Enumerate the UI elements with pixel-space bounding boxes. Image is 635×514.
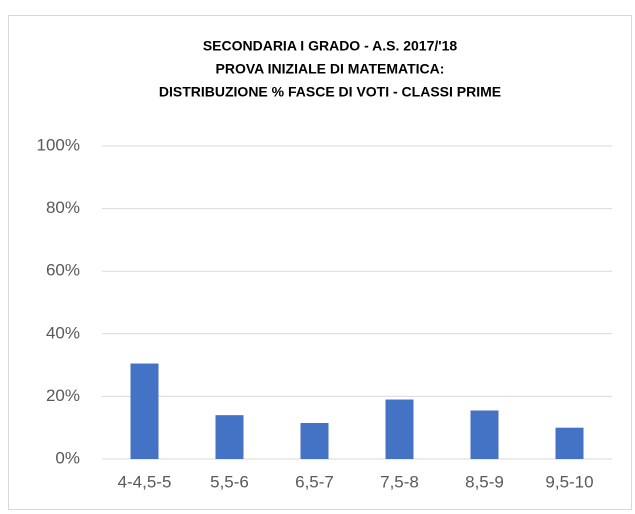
x-tick-label: 7,5-8 bbox=[380, 472, 419, 491]
bar bbox=[130, 363, 159, 459]
bar bbox=[470, 410, 499, 459]
y-tick-label: 0% bbox=[55, 448, 80, 467]
x-tick-label: 8,5-9 bbox=[465, 472, 504, 491]
chart-title: DISTRIBUZIONE % FASCE DI VOTI - CLASSI P… bbox=[159, 84, 501, 100]
x-tick-label: 5,5-6 bbox=[210, 472, 249, 491]
y-tick-label: 80% bbox=[46, 198, 80, 217]
chart-title: PROVA INIZIALE DI MATEMATICA: bbox=[216, 61, 445, 77]
y-tick-label: 20% bbox=[46, 386, 80, 405]
y-tick-label: 100% bbox=[37, 135, 80, 154]
y-tick-label: 40% bbox=[46, 323, 80, 342]
chart-title: SECONDARIA I GRADO - A.S. 2017/'18 bbox=[203, 38, 458, 54]
bar bbox=[385, 399, 414, 459]
x-tick-label: 9,5-10 bbox=[545, 472, 593, 491]
bar bbox=[555, 427, 584, 459]
bar bbox=[300, 423, 329, 459]
y-tick-label: 60% bbox=[46, 261, 80, 280]
x-tick-label: 6,5-7 bbox=[295, 472, 334, 491]
x-tick-label: 4-4,5-5 bbox=[118, 472, 172, 491]
bar bbox=[215, 415, 244, 459]
